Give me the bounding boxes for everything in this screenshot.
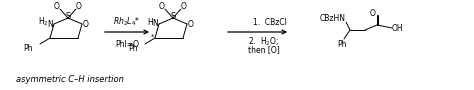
Text: CBzHN: CBzHN — [320, 14, 346, 22]
Text: asymmetric C–H insertion: asymmetric C–H insertion — [16, 76, 124, 85]
Text: O: O — [54, 2, 60, 11]
Text: 1.  CBzCl: 1. CBzCl — [253, 17, 287, 26]
Text: Ph: Ph — [337, 40, 347, 49]
Text: Ph: Ph — [128, 43, 138, 52]
Text: O: O — [188, 20, 194, 29]
Text: S: S — [65, 12, 71, 21]
Text: Rh$_2$L$_4$*: Rh$_2$L$_4$* — [113, 16, 141, 28]
Text: O: O — [181, 2, 187, 11]
Text: Ph: Ph — [23, 43, 33, 52]
Text: OH: OH — [391, 23, 403, 32]
Text: O: O — [370, 8, 376, 17]
Text: N: N — [47, 20, 53, 29]
Text: then [O]: then [O] — [248, 46, 280, 55]
Text: O: O — [83, 20, 89, 29]
Text: H: H — [147, 17, 153, 26]
Text: 2.  H$_2$O;: 2. H$_2$O; — [248, 36, 279, 48]
Text: *: * — [151, 34, 155, 40]
Text: N: N — [152, 19, 158, 28]
Text: O: O — [76, 2, 82, 11]
Text: PhI=O: PhI=O — [115, 40, 139, 49]
Text: O: O — [159, 2, 165, 11]
Text: S: S — [170, 12, 176, 21]
Text: H$_2$: H$_2$ — [37, 16, 48, 28]
